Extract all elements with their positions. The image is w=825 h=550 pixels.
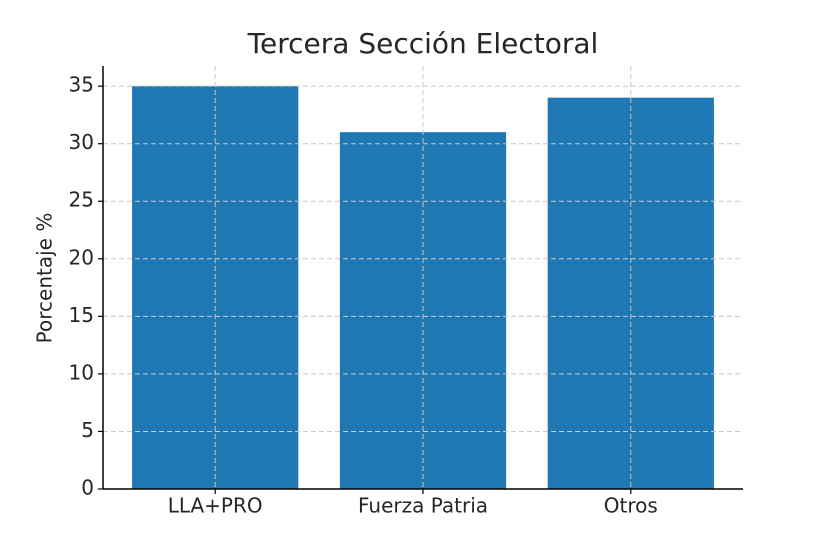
y-tick-label: 15: [69, 303, 94, 327]
y-tick-label: 30: [69, 130, 94, 154]
y-tick-label: 10: [69, 360, 94, 384]
y-tick-label: 0: [81, 476, 94, 500]
y-axis-label: Porcentaje %: [33, 213, 57, 344]
y-tick-label: 25: [69, 188, 94, 212]
y-tick-label: 20: [69, 245, 94, 269]
x-tick-label: Otros: [604, 494, 658, 518]
chart-title: Tercera Sección Electoral: [247, 27, 599, 60]
y-tick-label: 35: [69, 73, 94, 97]
x-tick-label: LLA+PRO: [168, 494, 263, 518]
x-tick-label: Fuerza Patria: [358, 494, 488, 518]
y-tick-label: 5: [81, 418, 94, 442]
